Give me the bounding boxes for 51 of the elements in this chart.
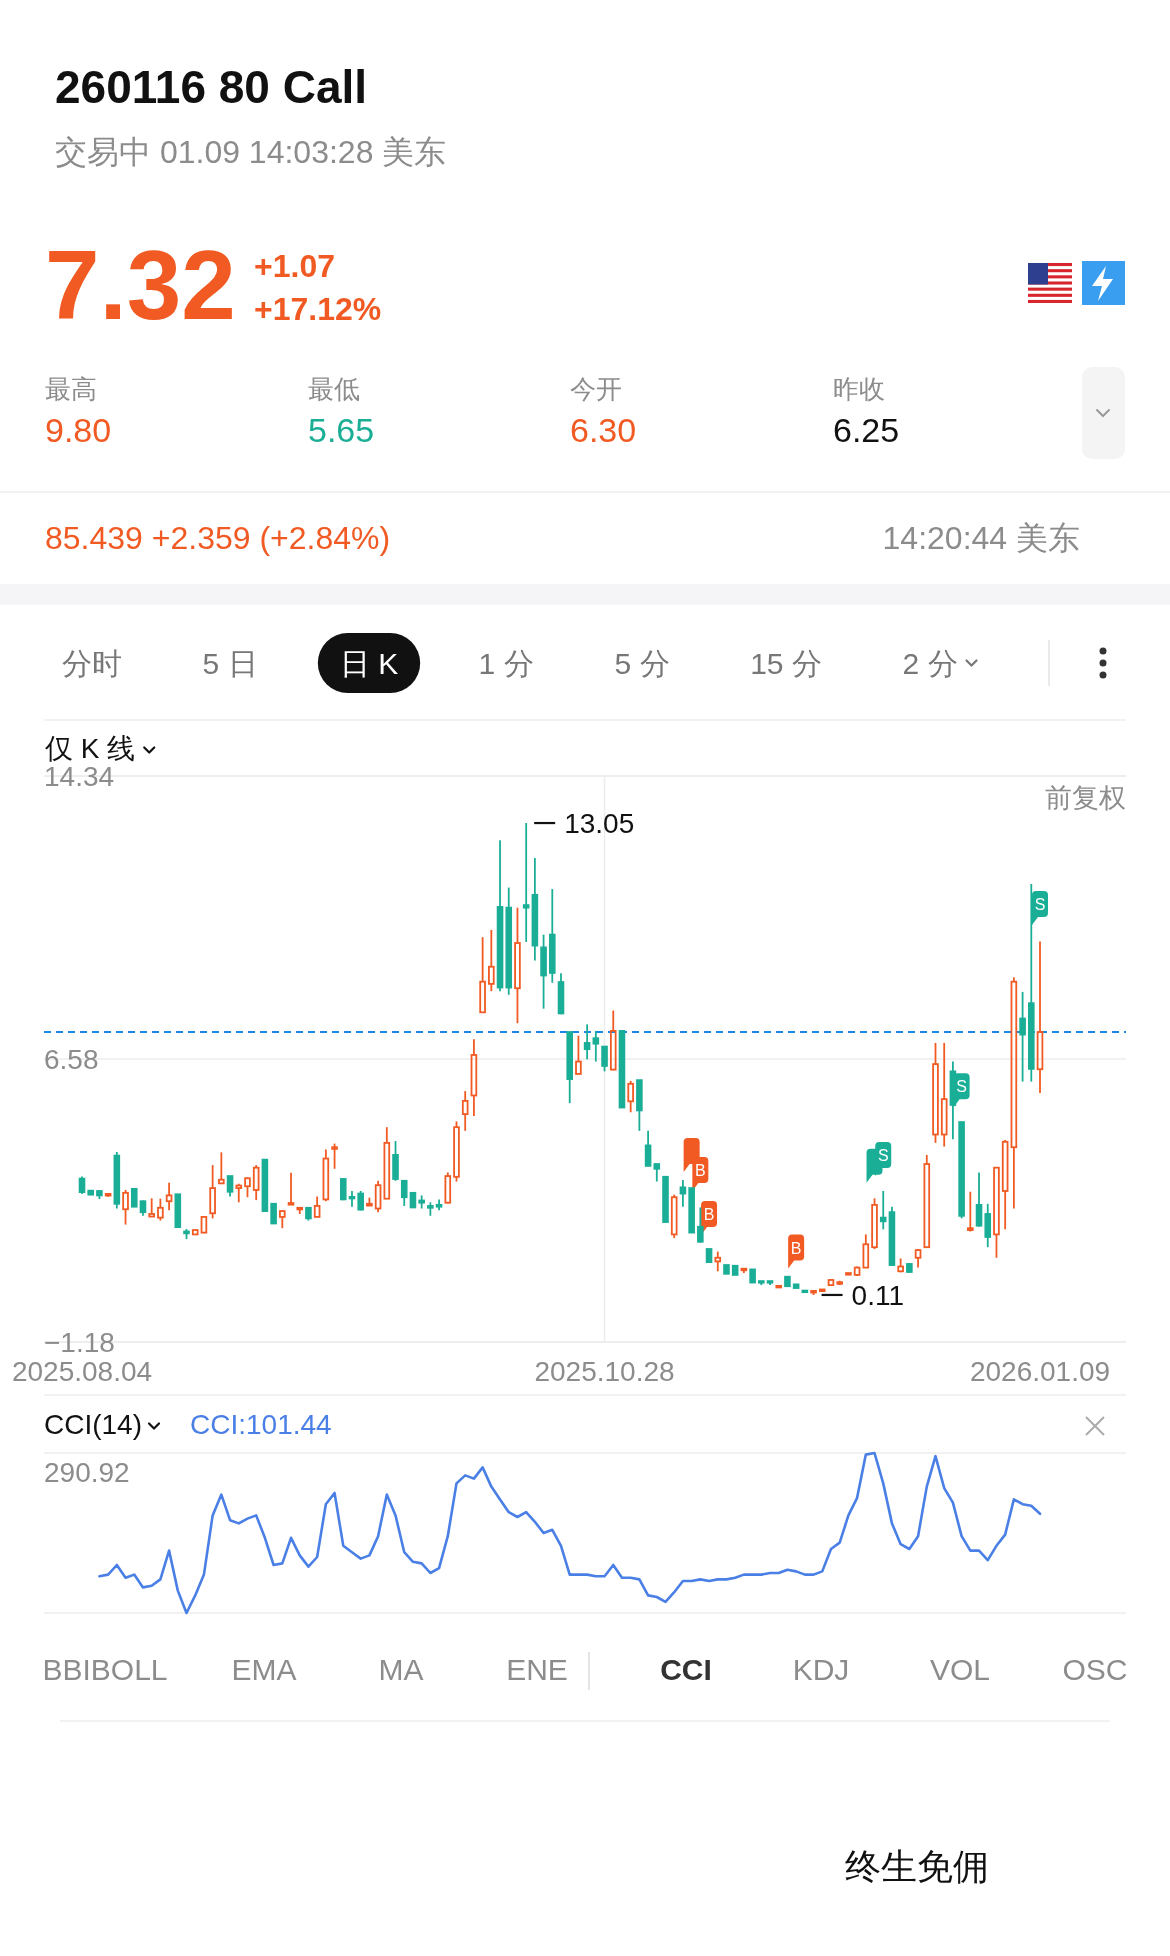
text: VOL [929,1653,991,1686]
text: 5 分 [614,647,670,680]
y-tick-label: 6.58 [44,1044,99,1075]
text: 6.30 [570,411,637,449]
text: 今开 [570,374,622,404]
text: 日 K [339,647,399,680]
text: 仅 K 线 [45,733,136,764]
text: 5 日 [202,647,258,680]
text: 6.25 [833,411,900,449]
y-tick-label: −1.18 [44,1327,115,1358]
text: 分时 [62,647,122,680]
text: 5.65 [308,411,375,449]
text: 终生免佣 [845,1846,989,1887]
x-tick-label: 2026.01.09 [969,1356,1111,1387]
text: KDJ [792,1653,850,1686]
text: MA [378,1653,424,1686]
annotation: 290.92 [44,1457,130,1488]
note: 13.05 [534,808,635,840]
marker: S [1032,891,1048,925]
annotation: 0.11 [851,1279,904,1311]
text: ENE [506,1653,568,1686]
text: 最高 [45,374,97,404]
series-label: CCI:101.44 [190,1409,332,1440]
text: OSC [1062,1653,1128,1686]
x-tick-label: 2025.08.04 [11,1356,153,1387]
marker: B [788,1234,805,1269]
text: 9.80 [45,411,112,449]
chart-title: 260116 80 Call [55,61,368,113]
text: 前复权 [1045,783,1126,813]
text: +1.07 [254,248,335,284]
text: 14:20:44 美东 [882,520,1080,556]
marker: S [875,1141,892,1176]
series-label: S [877,1146,889,1164]
text: 昨收 [833,374,885,404]
note: 0.11 [821,1279,904,1311]
chart-title: CCI(14) [44,1409,143,1440]
text: 7.32 [45,230,236,340]
annotation: 13.05 [564,808,635,840]
text: 1 分 [478,647,534,680]
text: 最低 [308,374,360,404]
text: CCI [660,1653,712,1686]
text: +17.12% [254,291,382,327]
series-label: B [695,1161,706,1179]
text: 85.439 +2.359 (+2.84%) [45,520,391,556]
chart-subtitle: 交易中 01.09 14:03:28 美东 [55,134,447,170]
y-tick-label: 14.34 [44,761,115,792]
x-tick-label: 2025.10.28 [534,1356,675,1387]
text: BBIBOLL [42,1653,168,1686]
text: EMA [231,1653,297,1686]
text: 2 分 [902,647,958,680]
text: 15 分 [750,647,822,680]
